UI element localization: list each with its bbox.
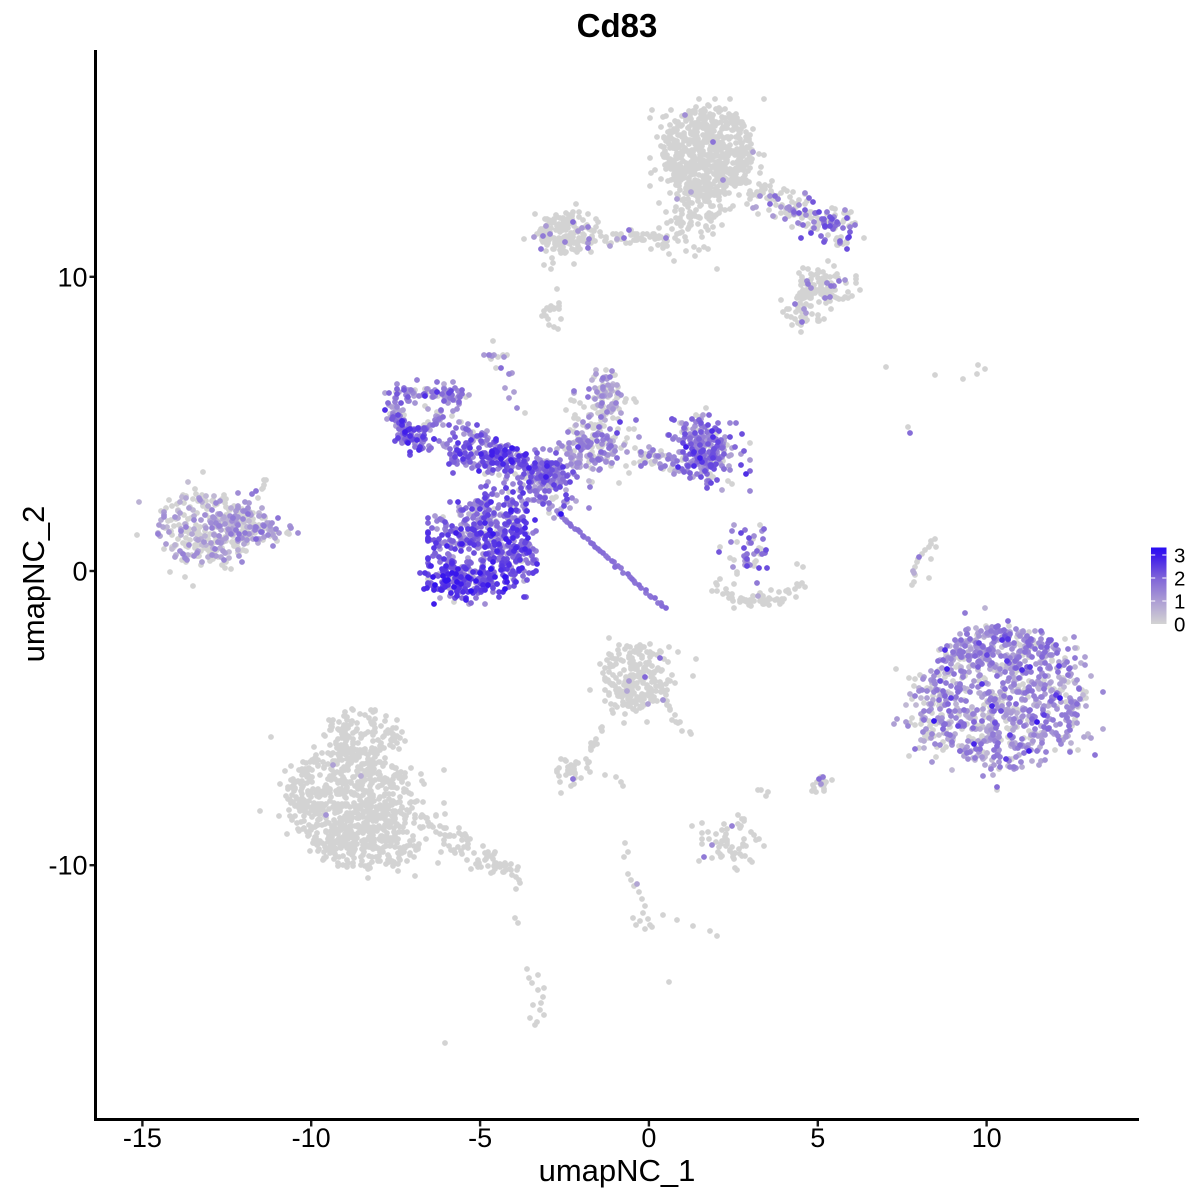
svg-text:0: 0 (641, 1123, 656, 1153)
svg-text:3: 3 (1174, 545, 1185, 568)
svg-text:2: 2 (1174, 568, 1185, 591)
svg-text:10: 10 (972, 1123, 1002, 1153)
svg-text:-10: -10 (48, 851, 87, 881)
svg-text:5: 5 (810, 1123, 825, 1153)
svg-text:-10: -10 (292, 1123, 331, 1153)
svg-text:-5: -5 (468, 1123, 492, 1153)
svg-text:1: 1 (1174, 591, 1185, 614)
svg-text:umapNC_1: umapNC_1 (539, 1153, 696, 1188)
svg-text:10: 10 (57, 262, 87, 292)
svg-text:umapNC_2: umapNC_2 (16, 506, 51, 663)
svg-text:-15: -15 (123, 1123, 162, 1153)
svg-text:Cd83: Cd83 (577, 7, 658, 44)
svg-text:0: 0 (1174, 614, 1185, 637)
svg-text:0: 0 (72, 557, 87, 587)
